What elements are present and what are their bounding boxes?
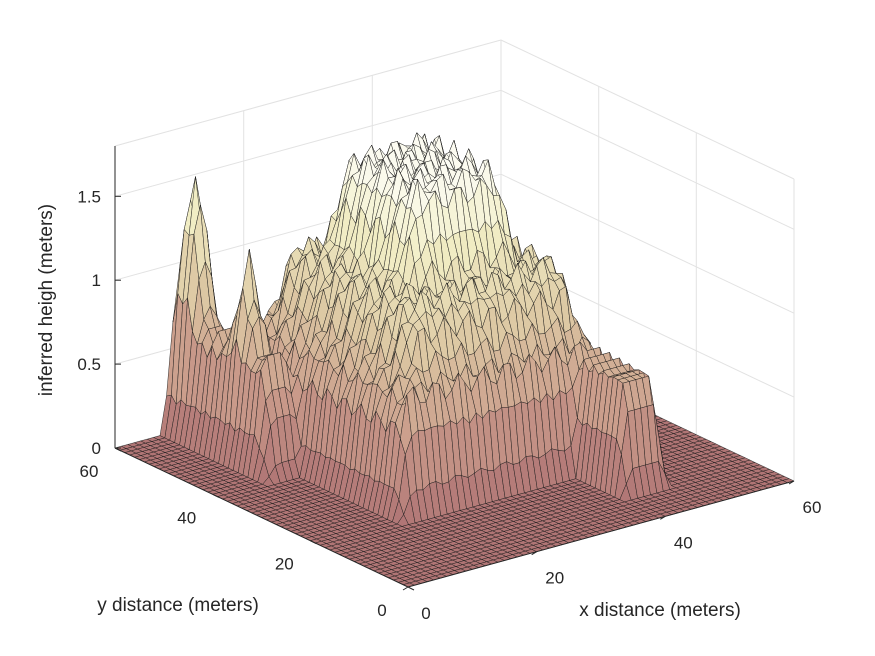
y-tick-label: 20 [275, 555, 294, 574]
x-tick [660, 515, 666, 520]
grid-line [114, 89, 502, 197]
tick-labels: 0 20 40 60 0 20 40 60 0 0.5 1 1.5 [77, 187, 821, 623]
axes [114, 146, 795, 591]
grid-line [114, 39, 502, 147]
grid-line [500, 39, 795, 180]
x-tick [788, 480, 795, 485]
grid-line [500, 173, 795, 314]
y-tick-label: 0 [377, 601, 386, 620]
surface-mesh [114, 132, 795, 588]
z-tick-label: 1.5 [77, 187, 101, 206]
z-tick-label: 1 [92, 271, 101, 290]
y-axis-line [114, 447, 409, 588]
y-tick [310, 540, 317, 545]
x-tick-label: 60 [803, 498, 822, 517]
z-axis-label: inferred heigh (meters) [36, 204, 57, 396]
z-tick-label: 0.5 [77, 355, 101, 374]
y-tick [407, 586, 415, 591]
grid-line [500, 89, 795, 230]
x-tick-label: 0 [421, 604, 430, 623]
x-tick-label: 20 [545, 569, 564, 588]
x-tick-label: 40 [674, 533, 693, 552]
x-tick [531, 551, 537, 556]
y-axis-label: y distance (meters) [97, 595, 259, 616]
x-tick [402, 586, 409, 591]
x-axis-label: x distance (meters) [579, 600, 741, 621]
z-tick-label: 0 [92, 439, 101, 458]
y-tick-label: 40 [177, 508, 196, 527]
y-tick-label: 60 [80, 462, 99, 481]
y-tick [212, 493, 219, 498]
x-axis-line [407, 480, 795, 588]
